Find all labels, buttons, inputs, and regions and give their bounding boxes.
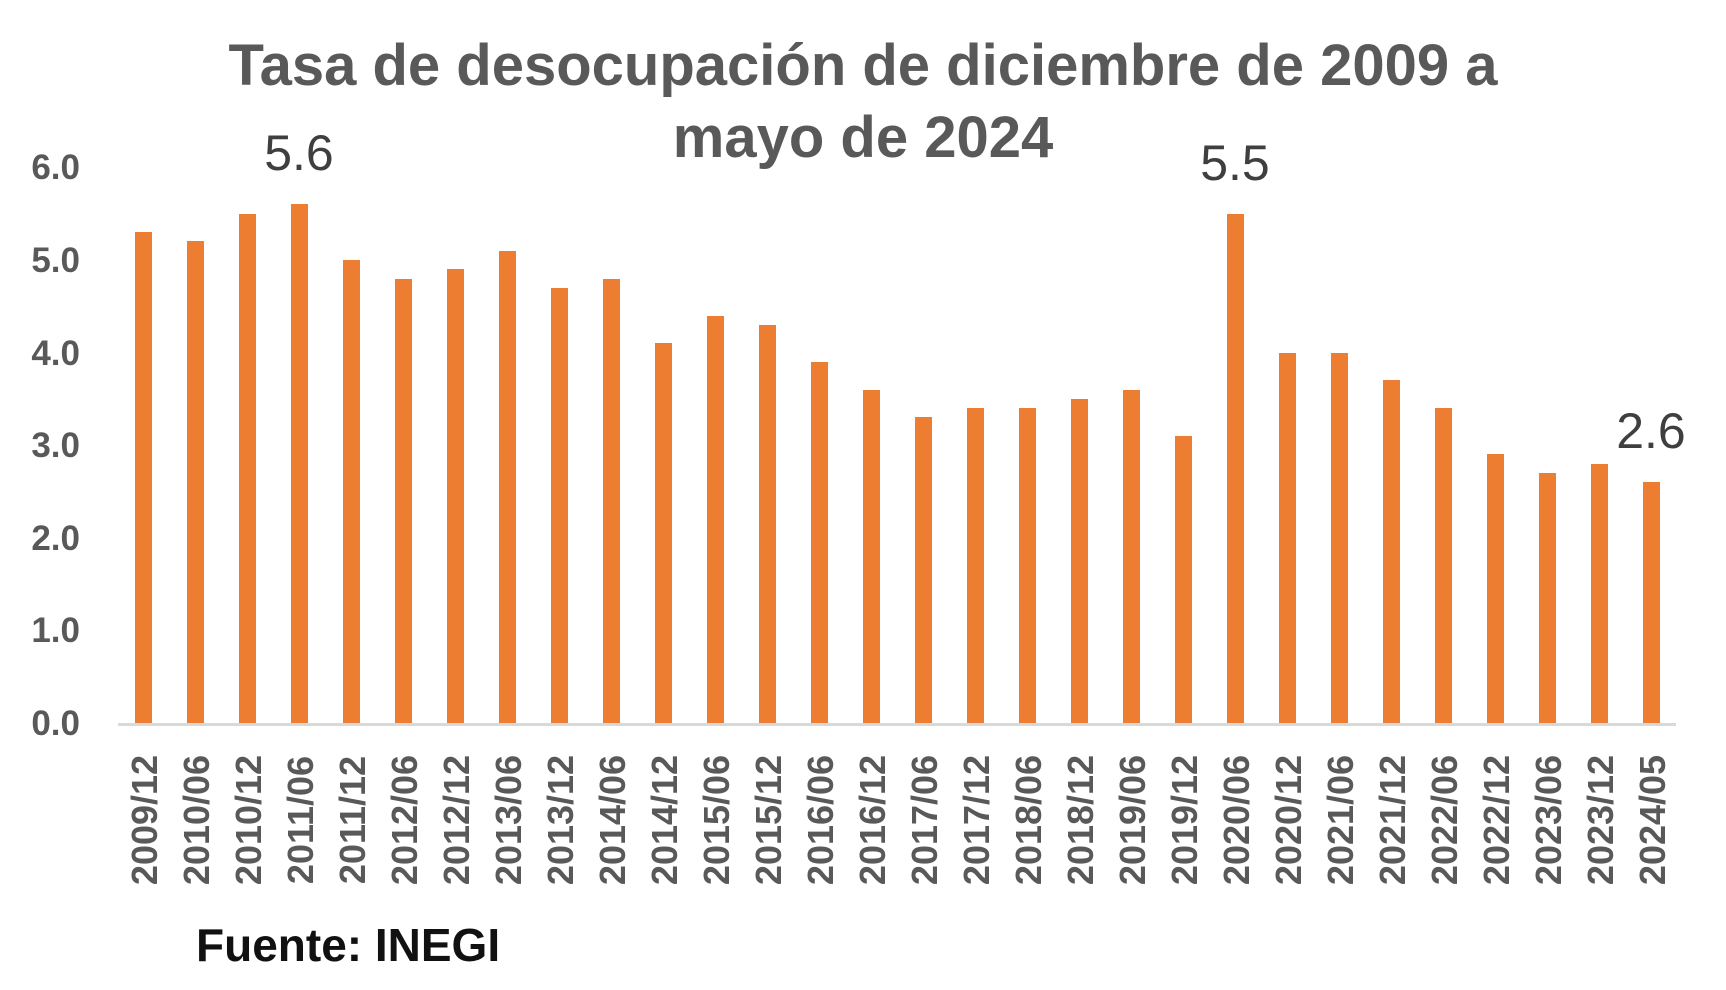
bar-2019-06 bbox=[1122, 389, 1140, 723]
bar-2016-06 bbox=[810, 361, 828, 723]
x-tick-label-2014-06: 2014/06 bbox=[592, 754, 633, 886]
x-tick-label-2018-12: 2018/12 bbox=[1060, 754, 1101, 886]
x-axis-line bbox=[118, 723, 1676, 726]
bar-2015-12 bbox=[758, 324, 776, 723]
x-tick-label-2019-12: 2019/12 bbox=[1164, 754, 1205, 886]
x-tick-label-2012-06: 2012/06 bbox=[384, 754, 425, 886]
bar-2021-06 bbox=[1330, 352, 1348, 723]
bar-2011-06 bbox=[290, 204, 308, 723]
bar-2022-12 bbox=[1486, 454, 1504, 723]
x-tick-label-2009-12: 2009/12 bbox=[124, 754, 165, 886]
x-tick-label-2020-12: 2020/12 bbox=[1268, 754, 1309, 886]
x-tick-label-2014-12: 2014/12 bbox=[644, 754, 685, 886]
bar-2018-12 bbox=[1070, 398, 1088, 723]
bar-2012-06 bbox=[394, 278, 412, 723]
x-tick-label-2018-06: 2018/06 bbox=[1008, 754, 1049, 886]
x-tick-label-2017-06: 2017/06 bbox=[904, 754, 945, 886]
bar-2021-12 bbox=[1382, 380, 1400, 723]
chart-title-line-2: mayo de 2024 bbox=[672, 105, 1054, 170]
bar-2017-12 bbox=[966, 408, 984, 723]
data-label-5.5: 5.5 bbox=[1200, 134, 1270, 191]
x-tick-label-2017-12: 2017/12 bbox=[956, 754, 997, 886]
data-label-5.6: 5.6 bbox=[264, 125, 334, 182]
y-tick-label-3.0: 3.0 bbox=[31, 426, 80, 466]
y-tick-label-6.0: 6.0 bbox=[31, 148, 80, 188]
bar-2019-12 bbox=[1174, 435, 1192, 723]
x-tick-label-2021-06: 2021/06 bbox=[1320, 754, 1361, 886]
x-tick-label-2016-06: 2016/06 bbox=[800, 754, 841, 886]
y-tick-label-2.0: 2.0 bbox=[31, 518, 80, 558]
x-tick-label-2013-12: 2013/12 bbox=[540, 754, 581, 886]
chart-title: Tasa de desocupación de diciembre de 200… bbox=[0, 30, 1726, 174]
data-label-2.6: 2.6 bbox=[1616, 403, 1686, 460]
bar-2017-06 bbox=[914, 417, 932, 723]
bar-2010-12 bbox=[238, 213, 256, 723]
x-tick-label-2011-12: 2011/12 bbox=[332, 755, 373, 885]
bar-2013-12 bbox=[550, 287, 568, 723]
y-tick-label-5.0: 5.0 bbox=[31, 241, 80, 280]
x-tick-label-2020-06: 2020/06 bbox=[1216, 754, 1257, 886]
bar-2022-06 bbox=[1434, 408, 1452, 723]
y-tick-label-1.0: 1.0 bbox=[31, 611, 80, 651]
bar-2024-05 bbox=[1642, 482, 1660, 723]
y-tick-label-0.0: 0.0 bbox=[31, 704, 80, 743]
bar-2009-12 bbox=[134, 232, 152, 723]
bar-2023-12 bbox=[1590, 463, 1608, 723]
y-tick-label-4.0: 4.0 bbox=[31, 333, 80, 373]
x-tick-label-2021-12: 2021/12 bbox=[1372, 754, 1413, 886]
x-tick-label-2011-06: 2011/06 bbox=[280, 755, 321, 885]
bar-2014-06 bbox=[602, 278, 620, 723]
x-tick-label-2024-05: 2024/05 bbox=[1632, 754, 1673, 886]
x-tick-label-2012-12: 2012/12 bbox=[436, 754, 477, 886]
bar-2020-06 bbox=[1226, 213, 1244, 723]
x-tick-label-2022-06: 2022/06 bbox=[1424, 754, 1465, 886]
x-tick-label-2010-12: 2010/12 bbox=[228, 754, 269, 886]
bar-2012-12 bbox=[446, 269, 464, 723]
chart-title-line-1: Tasa de desocupación de diciembre de 200… bbox=[228, 33, 1498, 98]
x-tick-label-2015-06: 2015/06 bbox=[696, 754, 737, 886]
source-note: Fuente: INEGI bbox=[196, 919, 501, 971]
bar-2023-06 bbox=[1538, 472, 1556, 723]
bar-2020-12 bbox=[1278, 352, 1296, 723]
bar-2013-06 bbox=[498, 250, 516, 723]
bar-2018-06 bbox=[1018, 408, 1036, 723]
x-tick-label-2023-06: 2023/06 bbox=[1528, 754, 1569, 886]
bar-2010-06 bbox=[186, 241, 204, 723]
x-tick-label-2010-06: 2010/06 bbox=[176, 754, 217, 886]
bar-2011-12 bbox=[342, 260, 360, 723]
x-tick-label-2016-12: 2016/12 bbox=[852, 754, 893, 886]
bar-2014-12 bbox=[654, 343, 672, 723]
x-tick-label-2013-06: 2013/06 bbox=[488, 754, 529, 886]
x-tick-label-2023-12: 2023/12 bbox=[1580, 754, 1621, 886]
x-tick-label-2019-06: 2019/06 bbox=[1112, 754, 1153, 886]
x-tick-label-2022-12: 2022/12 bbox=[1476, 754, 1517, 886]
bar-2016-12 bbox=[862, 389, 880, 723]
bar-2015-06 bbox=[706, 315, 724, 723]
x-tick-label-2015-12: 2015/12 bbox=[748, 754, 789, 886]
